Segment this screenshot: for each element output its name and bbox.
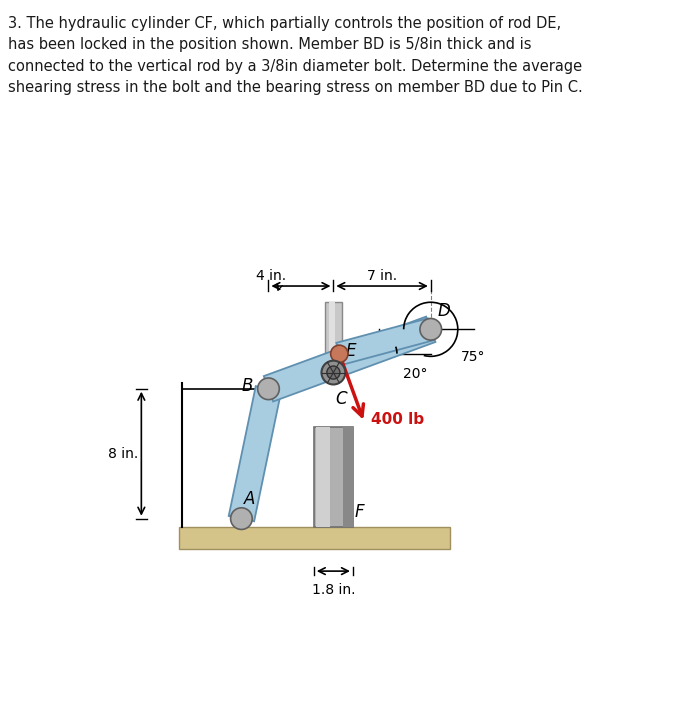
Circle shape <box>327 366 340 379</box>
Text: 4 in.: 4 in. <box>256 269 286 283</box>
Text: 8 in.: 8 in. <box>108 447 139 461</box>
Circle shape <box>331 345 348 363</box>
Circle shape <box>230 508 252 530</box>
Circle shape <box>322 360 346 385</box>
Bar <box>316 427 329 527</box>
Text: 75°: 75° <box>461 350 485 364</box>
Text: A: A <box>244 490 255 508</box>
Text: C: C <box>336 390 347 408</box>
Circle shape <box>420 319 442 340</box>
Bar <box>325 302 342 373</box>
Bar <box>329 302 335 373</box>
Bar <box>343 427 353 527</box>
Circle shape <box>258 378 279 400</box>
Text: 3. The hydraulic cylinder CF, which partially controls the position of rod DE,
h: 3. The hydraulic cylinder CF, which part… <box>8 16 583 95</box>
Text: 1.8 in.: 1.8 in. <box>311 583 355 597</box>
Bar <box>179 527 450 550</box>
Text: 400 lb: 400 lb <box>371 412 424 427</box>
Text: F: F <box>355 503 364 521</box>
Text: 20°: 20° <box>403 367 427 381</box>
Text: E: E <box>346 342 356 360</box>
Polygon shape <box>229 386 281 521</box>
Text: D: D <box>437 301 450 319</box>
Polygon shape <box>336 319 433 365</box>
Text: B: B <box>242 377 253 395</box>
Polygon shape <box>264 316 436 402</box>
Text: 7 in.: 7 in. <box>367 269 397 283</box>
Bar <box>314 427 353 527</box>
